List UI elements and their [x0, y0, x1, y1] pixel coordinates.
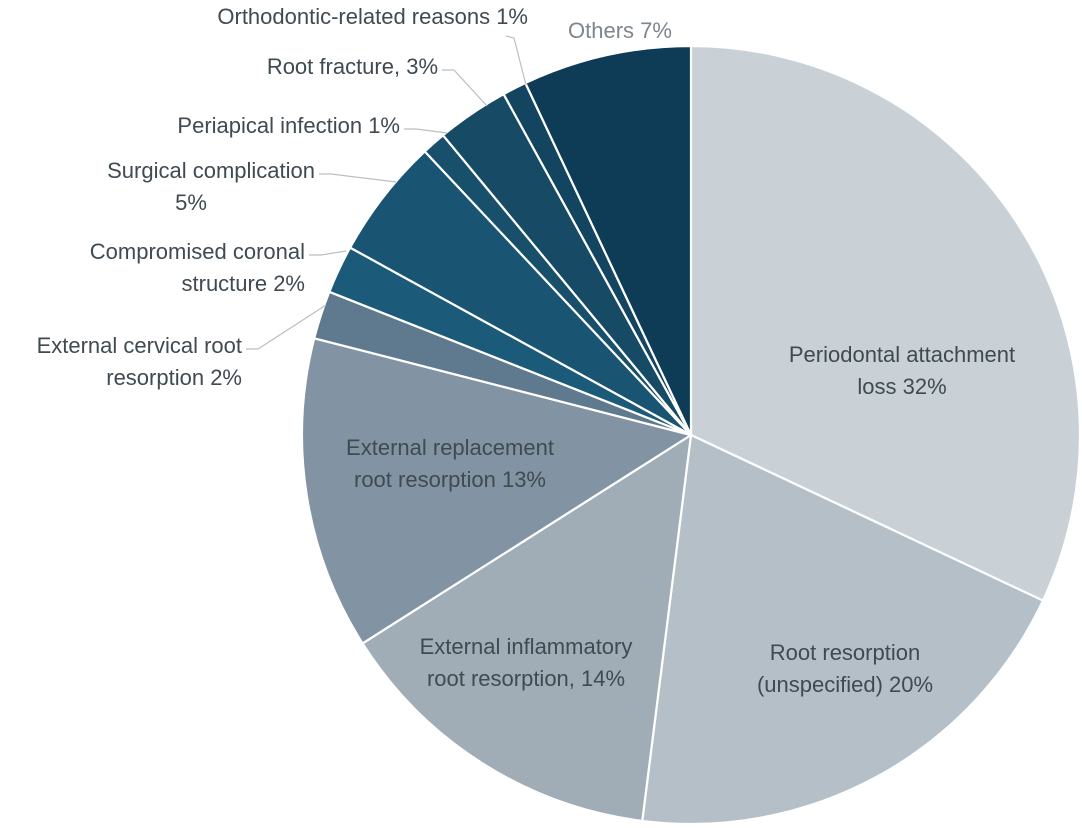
label-orthodontic-related-reasons: Orthodontic-related reasons 1% [217, 4, 528, 29]
label-others: Others 7% [568, 18, 672, 43]
label-line: Periodontal attachment [789, 342, 1015, 367]
label-line: Periapical infection 1% [177, 113, 400, 138]
label-line: Surgical complication [107, 158, 315, 183]
leader-root-fracture [442, 69, 488, 107]
label-line: structure 2% [182, 271, 306, 296]
label-external-inflammatory-root-resorption: External inflammatory root resorption, 14… [420, 634, 633, 691]
label-line: resorption 2% [106, 365, 242, 390]
label-line: Root fracture, 3% [267, 54, 438, 79]
label-line: Orthodontic-related reasons 1% [217, 4, 528, 29]
leader-external-cervical-root-resorption [246, 304, 327, 350]
label-line: Compromised coronal [90, 239, 305, 264]
slice-periodontal-attachment-loss [689, 44, 1082, 602]
label-periodontal-attachment-loss: Periodontal attachment loss 32% [789, 342, 1015, 399]
label-surgical-complication: Surgical complication 5% [107, 158, 315, 215]
label-external-replacement-root-resorption: External replacement root resorption 13% [346, 435, 554, 492]
label-external-cervical-root-resorption: External cervical root resorption 2% [37, 333, 242, 390]
slice-root-resorption-unspecified [641, 433, 1045, 826]
label-line: root resorption, 14% [427, 666, 625, 691]
pie-slices [300, 44, 1082, 826]
slice-external-inflammatory-root-resorption [361, 433, 693, 823]
label-line: Root resorption [770, 640, 920, 665]
label-root-fracture: Root fracture, 3% [267, 54, 438, 79]
leader-periapical-infection [404, 128, 448, 134]
leader-lines [246, 35, 527, 350]
label-periapical-infection: Periapical infection 1% [177, 113, 400, 138]
slice-external-replacement-root-resorption [300, 337, 693, 645]
leader-orthodontic-related-reasons [505, 35, 527, 86]
label-line: Others 7% [568, 18, 672, 43]
label-root-resorption-unspecified: Root resorption (unspecified) 20% [757, 640, 933, 697]
leader-compromised-coronal-structure [309, 250, 347, 256]
label-line: 5% [175, 190, 207, 215]
label-line: root resorption 13% [354, 467, 546, 492]
label-compromised-coronal-structure: Compromised coronal structure 2% [90, 239, 305, 296]
slice-others [524, 44, 693, 437]
leader-surgical-complication [319, 173, 397, 183]
label-line: loss 32% [857, 374, 946, 399]
label-line: External cervical root [37, 333, 242, 358]
label-line: External inflammatory [420, 634, 633, 659]
label-line: External replacement [346, 435, 554, 460]
label-line: (unspecified) 20% [757, 672, 933, 697]
slice-labels: Periodontal attachment loss 32% Root resor… [37, 4, 1016, 697]
